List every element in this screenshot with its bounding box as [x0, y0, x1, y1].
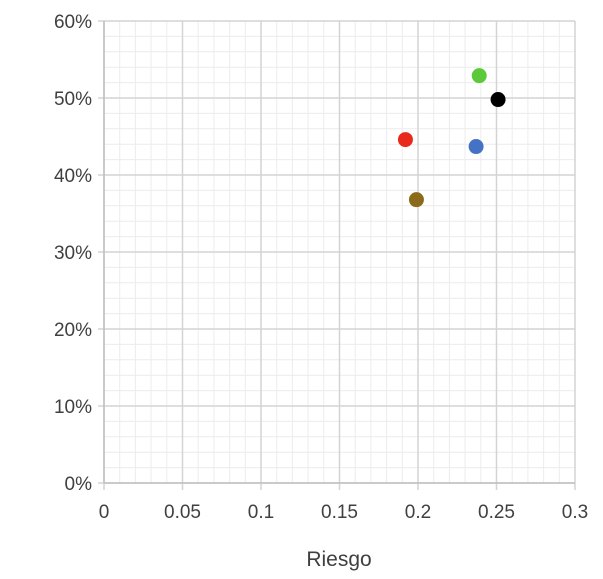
x-tick-label: 0.2 [405, 502, 431, 523]
data-points [397, 68, 506, 208]
x-tick-label: 0.3 [562, 502, 588, 523]
x-tick-label: 0.1 [248, 502, 274, 523]
x-tick-label: 0.25 [478, 502, 515, 523]
x-axis-tick-labels: 0 0.05 0.1 0.15 0.2 0.25 0.3 [99, 502, 589, 523]
x-tick-label: 0.05 [164, 502, 201, 523]
x-axis-title: Riesgo [306, 548, 371, 571]
y-tick-label: 20% [54, 320, 92, 341]
y-tick-label: 50% [54, 89, 92, 110]
y-tick-label: 30% [54, 243, 92, 264]
data-point [471, 68, 487, 84]
y-tick-label: 40% [54, 166, 92, 187]
y-tick-label: 60% [54, 12, 92, 33]
data-point [468, 139, 484, 155]
x-tick-label: 0 [99, 502, 110, 523]
y-axis-tick-labels: 0% 10% 20% 30% 40% 50% 60% [54, 12, 92, 495]
data-point [490, 92, 506, 108]
axes [103, 21, 575, 484]
data-point [397, 132, 413, 148]
major-gridlines [98, 20, 576, 490]
x-tick-label: 0.15 [321, 502, 358, 523]
y-tick-label: 0% [65, 474, 93, 495]
data-point [408, 192, 424, 208]
y-tick-label: 10% [54, 397, 92, 418]
